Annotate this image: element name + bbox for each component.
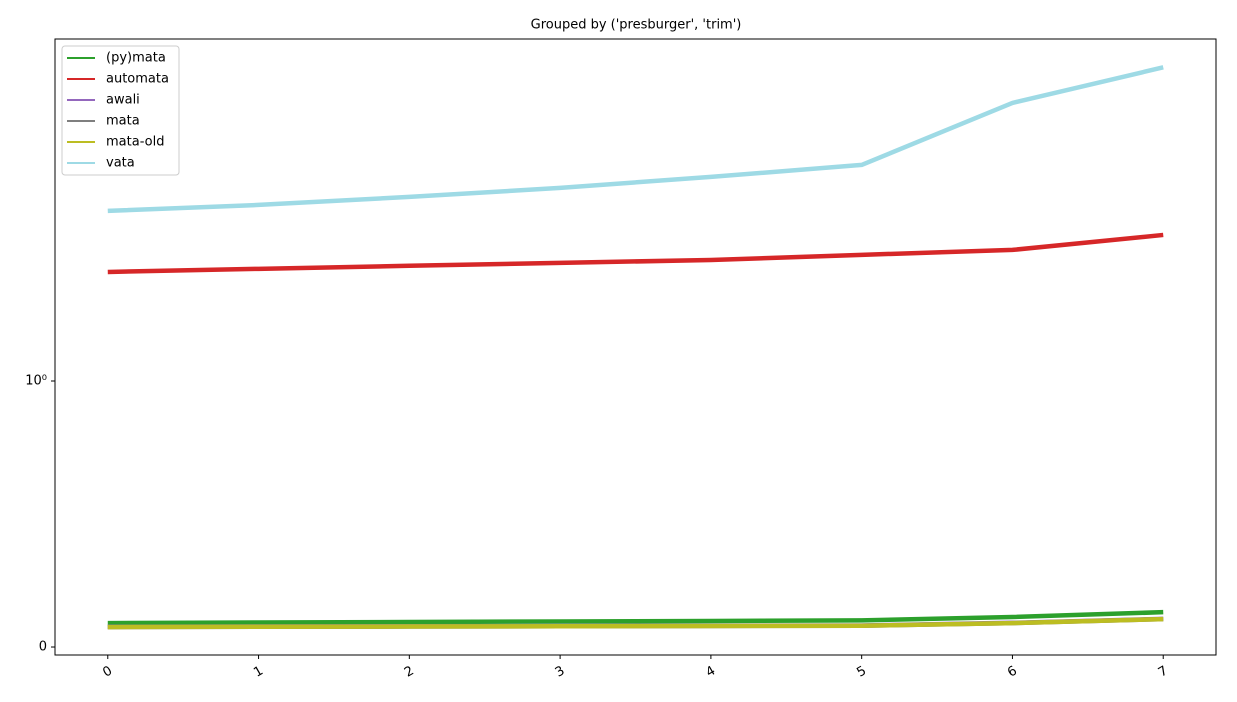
legend-label: vata (106, 156, 135, 171)
y-tick-label: 0 (39, 640, 47, 655)
legend-label: mata (106, 114, 140, 129)
y-tick-label: 10⁰ (25, 373, 47, 388)
legend-label: mata-old (106, 135, 164, 150)
series-line (107, 609, 1164, 626)
plot-frame (54, 38, 1217, 656)
legend-label: (py)mata (106, 51, 166, 66)
legend: (py)mata automata awali mata mata-old vata (61, 45, 180, 176)
legend-label: awali (106, 93, 140, 108)
series-line (107, 232, 1164, 275)
chart-title: Grouped by ('presburger', 'trim') (531, 18, 742, 33)
legend-label: automata (106, 72, 169, 87)
series-line (107, 616, 1164, 630)
series-line (107, 65, 1164, 214)
